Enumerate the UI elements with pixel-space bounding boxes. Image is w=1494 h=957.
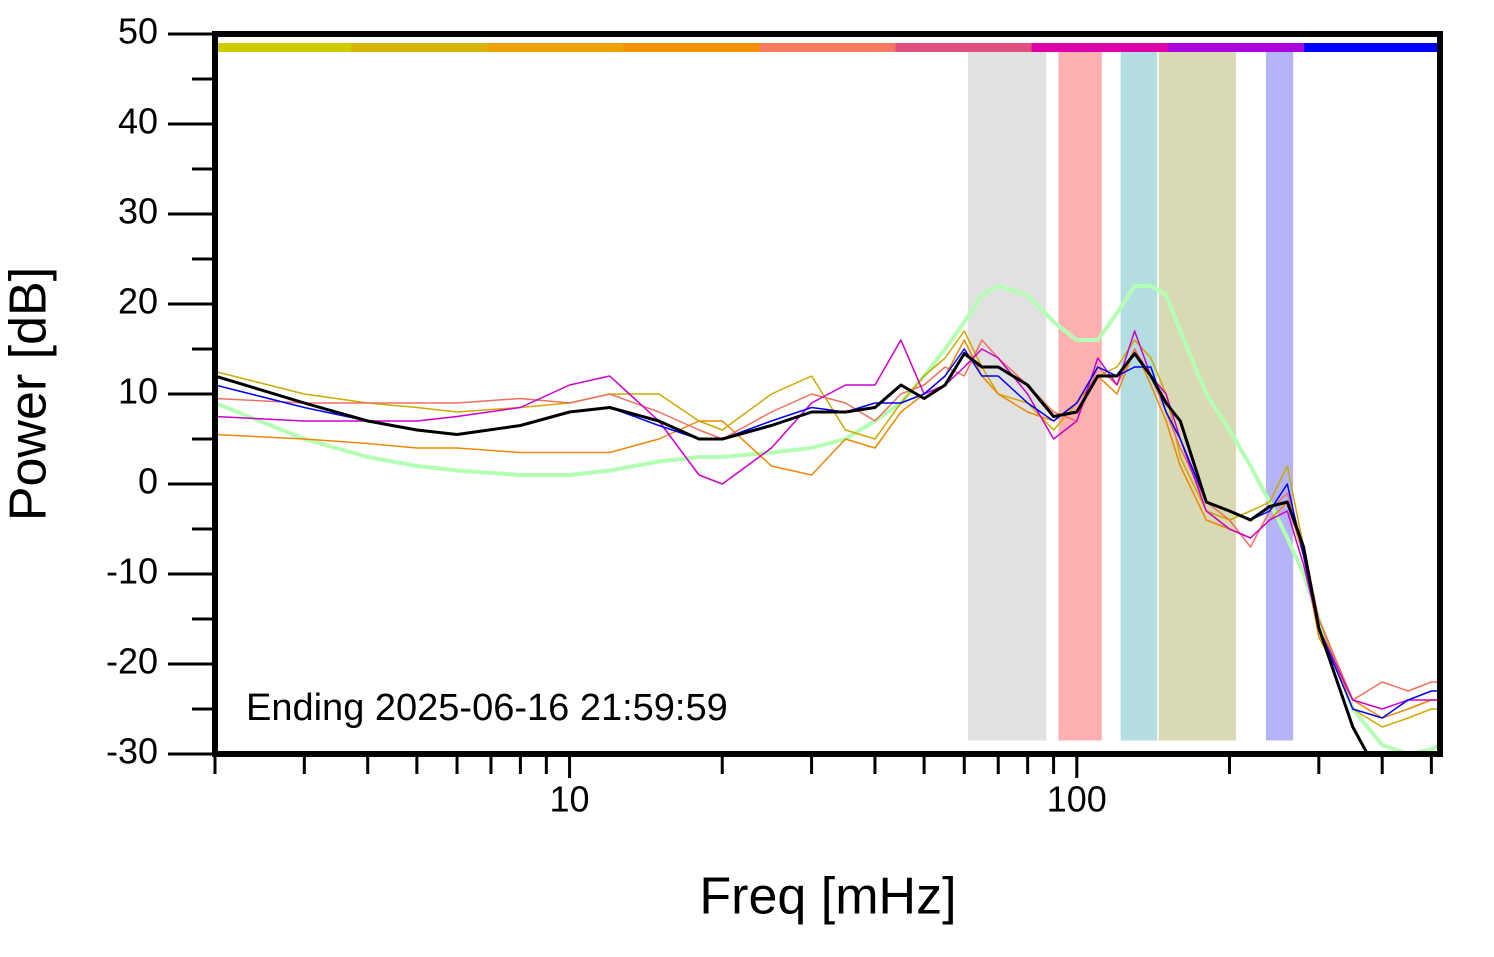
x-tick-label: 100 [1047, 779, 1107, 820]
series-line [215, 330, 1440, 710]
y-tick-label: -30 [106, 731, 158, 772]
y-tick-label: 30 [118, 191, 158, 232]
y-tick-label: 10 [118, 371, 158, 412]
x-tick-label: 10 [550, 779, 590, 820]
top-bar-segment [215, 43, 352, 52]
series-line [215, 330, 1440, 728]
band [1265, 52, 1294, 741]
top-bar-segment [1031, 43, 1169, 52]
series-line [215, 339, 1440, 701]
series-line [215, 352, 1370, 754]
top-bar-segment [623, 43, 760, 52]
top-bar-segment [487, 43, 624, 52]
plot-frame [212, 31, 1443, 757]
y-tick-label: 0 [138, 461, 158, 502]
band [1158, 52, 1237, 741]
x-axis-label: Freq [mHz] [699, 868, 956, 926]
y-tick-label: 50 [118, 11, 158, 52]
top-bar-segment [351, 43, 488, 52]
top-bar-segment [895, 43, 1033, 52]
band [1120, 52, 1158, 741]
y-axis-label: Power [dB] [0, 267, 58, 521]
y-tick-label: 20 [118, 281, 158, 322]
top-bar-segment [759, 43, 897, 52]
y-tick-label: -10 [106, 551, 158, 592]
annotation: Ending 2025-06-16 21:59:59 [246, 687, 728, 729]
series-line [215, 284, 1440, 754]
top-bar-segment [1167, 43, 1305, 52]
plot-lines [215, 284, 1440, 754]
top-bar-segment [1303, 43, 1441, 52]
y-tick-label: -20 [106, 641, 158, 682]
series-line [215, 339, 1440, 719]
y-tick-label: 40 [118, 101, 158, 142]
